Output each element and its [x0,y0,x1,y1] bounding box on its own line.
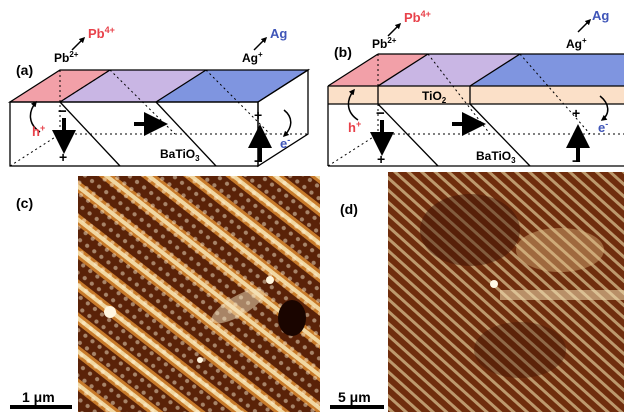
oxidation-arrow [387,22,402,37]
substrate-label: BaTiO3 [476,149,516,165]
hole-arrow [29,100,41,133]
product-left-label: Pb4+ [404,9,431,25]
ion-left-label: Pb2+ [372,36,397,51]
top-face-purple [378,54,520,86]
top-face-purple [60,70,206,102]
panel-a: − + + − (a) h+ e- BaTiO3 Pb2+ Pb4+ Ag+ A… [7,25,311,170]
product-left-label: Pb4+ [88,25,115,41]
hole-label: h+ [32,123,45,139]
hole-label: h+ [348,119,361,135]
reduction-arrow [577,18,592,33]
product-right-label: Ag [592,8,609,23]
product-right-label: Ag [270,26,287,41]
film-label: TiO2 [422,89,447,105]
scale-bar-c [10,405,72,409]
plus-sign-left: + [377,151,385,167]
electron-arrow [282,109,292,138]
minus-sign-right: − [572,153,581,170]
electron-arrow [599,95,609,121]
minus-sign-left: − [58,103,67,120]
hole-arrow [347,88,359,121]
plus-sign-right: + [254,107,262,123]
panel-label-b: (b) [334,44,352,60]
scale-bar-label-c: 1 μm [22,389,55,405]
panel-label-c: (c) [16,195,33,211]
substrate-label: BaTiO3 [160,147,200,163]
panel-b: − + + − (b) h+ e- TiO2 BaTiO3 Pb2+ Pb4+ … [327,8,624,170]
panel-label-d: (d) [340,201,358,217]
electron-label: e- [280,135,290,151]
afm-image-d [388,172,624,412]
minus-sign-right: − [254,153,263,170]
ion-left-label: Pb2+ [54,50,79,65]
scale-bar-d [330,405,384,409]
plus-sign-right: + [572,105,580,121]
panel-label-a: (a) [16,62,33,78]
minus-sign-left: − [376,105,385,122]
tio2-layer [328,86,624,104]
ion-right-label: Ag+ [242,50,263,65]
panel-c: (c) 1 μm [10,176,320,412]
oxidation-arrow [71,36,86,51]
ion-right-label: Ag+ [566,36,587,51]
panel-d: (d) 5 μm [330,172,624,412]
electron-label: e- [598,119,608,135]
reduction-arrow [253,36,268,51]
afm-image-c [78,176,320,412]
plus-sign-left: + [59,149,67,165]
scale-bar-label-d: 5 μm [338,389,371,405]
